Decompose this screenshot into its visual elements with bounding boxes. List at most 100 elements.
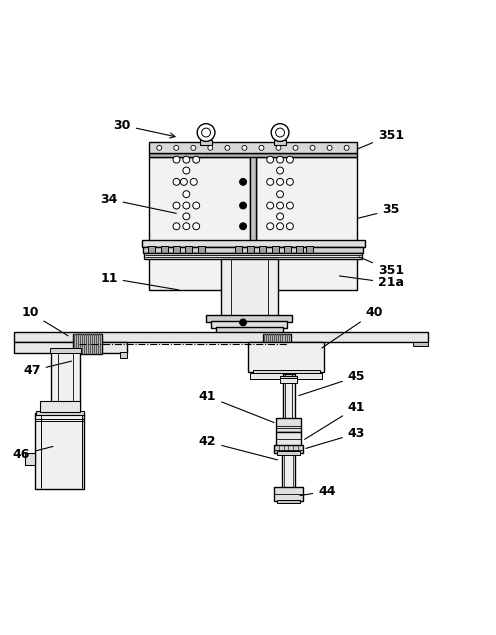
Bar bbox=[144, 253, 363, 259]
Circle shape bbox=[183, 223, 190, 230]
Text: 21a: 21a bbox=[340, 276, 404, 290]
Bar bbox=[413, 342, 428, 345]
Bar bbox=[86, 334, 87, 354]
Bar bbox=[186, 246, 192, 256]
Circle shape bbox=[173, 223, 180, 230]
Bar bbox=[282, 334, 283, 354]
Circle shape bbox=[293, 145, 298, 150]
Text: 351: 351 bbox=[358, 128, 404, 149]
Bar bbox=[161, 246, 168, 256]
Circle shape bbox=[267, 223, 274, 230]
Circle shape bbox=[277, 190, 284, 197]
Bar bbox=[274, 140, 286, 145]
Bar bbox=[274, 334, 275, 354]
Bar bbox=[256, 157, 357, 290]
Bar bbox=[284, 246, 291, 256]
Circle shape bbox=[344, 145, 349, 150]
Bar bbox=[306, 246, 313, 256]
Bar bbox=[288, 334, 289, 354]
Circle shape bbox=[267, 178, 274, 185]
Bar bbox=[235, 246, 242, 256]
Bar bbox=[142, 240, 365, 247]
Bar bbox=[73, 334, 102, 354]
Circle shape bbox=[287, 223, 293, 230]
Bar bbox=[149, 157, 250, 290]
Circle shape bbox=[190, 178, 197, 185]
Circle shape bbox=[173, 156, 180, 163]
Bar bbox=[277, 451, 300, 455]
Circle shape bbox=[271, 124, 289, 142]
Bar bbox=[216, 328, 283, 333]
Bar bbox=[278, 334, 279, 354]
Bar bbox=[259, 246, 266, 256]
Bar bbox=[270, 334, 271, 354]
Bar bbox=[173, 246, 180, 256]
Bar bbox=[149, 142, 357, 153]
Bar bbox=[247, 246, 254, 256]
Circle shape bbox=[225, 145, 230, 150]
Bar bbox=[90, 334, 91, 354]
Bar bbox=[276, 334, 277, 354]
Bar bbox=[284, 334, 285, 354]
Bar bbox=[14, 342, 127, 353]
Circle shape bbox=[267, 156, 274, 163]
Circle shape bbox=[240, 319, 247, 326]
Bar bbox=[35, 413, 84, 489]
Text: 41: 41 bbox=[199, 390, 274, 422]
Bar bbox=[74, 334, 75, 354]
Circle shape bbox=[191, 145, 196, 150]
Circle shape bbox=[208, 145, 213, 150]
Bar bbox=[250, 373, 322, 379]
Circle shape bbox=[276, 128, 285, 137]
Bar bbox=[14, 332, 428, 342]
Bar bbox=[94, 334, 95, 354]
Circle shape bbox=[287, 202, 293, 209]
Circle shape bbox=[193, 223, 200, 230]
Text: 40: 40 bbox=[322, 306, 383, 348]
Bar bbox=[253, 370, 319, 374]
Circle shape bbox=[242, 145, 247, 150]
Circle shape bbox=[310, 145, 315, 150]
Bar bbox=[250, 153, 256, 290]
Bar bbox=[200, 140, 212, 145]
Text: 10: 10 bbox=[21, 306, 68, 336]
Circle shape bbox=[193, 202, 200, 209]
Bar bbox=[50, 348, 81, 353]
Bar bbox=[40, 401, 80, 412]
Bar bbox=[143, 247, 364, 253]
Bar bbox=[286, 334, 287, 354]
Text: 42: 42 bbox=[199, 435, 277, 460]
Bar bbox=[248, 342, 324, 371]
Bar bbox=[96, 334, 97, 354]
Text: 30: 30 bbox=[114, 119, 175, 138]
Circle shape bbox=[240, 178, 247, 185]
Circle shape bbox=[240, 223, 247, 230]
Circle shape bbox=[173, 202, 180, 209]
Bar bbox=[82, 334, 83, 354]
Bar bbox=[88, 334, 89, 354]
Bar bbox=[282, 452, 295, 489]
Circle shape bbox=[202, 128, 210, 137]
Bar bbox=[198, 246, 204, 256]
Circle shape bbox=[183, 190, 190, 197]
Bar bbox=[280, 334, 281, 354]
Bar bbox=[264, 334, 265, 354]
Circle shape bbox=[277, 202, 284, 209]
Circle shape bbox=[277, 223, 284, 230]
Bar bbox=[25, 453, 35, 465]
Bar bbox=[80, 334, 81, 354]
Bar bbox=[277, 500, 300, 503]
Circle shape bbox=[287, 178, 293, 185]
Bar bbox=[272, 334, 273, 354]
Bar bbox=[263, 334, 292, 354]
Text: 34: 34 bbox=[100, 192, 176, 213]
Bar bbox=[36, 411, 84, 415]
Bar bbox=[221, 259, 278, 318]
Bar bbox=[206, 315, 292, 323]
Text: 35: 35 bbox=[358, 203, 400, 218]
Circle shape bbox=[181, 178, 187, 185]
Bar bbox=[84, 334, 85, 354]
Bar bbox=[148, 246, 155, 256]
Circle shape bbox=[259, 145, 264, 150]
Circle shape bbox=[193, 156, 200, 163]
